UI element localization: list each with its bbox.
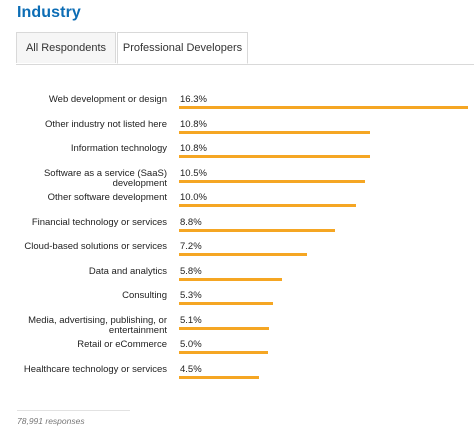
- value-label: 5.8%: [180, 265, 202, 277]
- footer-divider: [17, 410, 130, 411]
- tab-bar: All Respondents Professional Developers: [16, 32, 474, 65]
- value-label: 16.3%: [180, 94, 207, 105]
- value-label: 10.8%: [180, 143, 207, 154]
- value-label: 5.3%: [180, 290, 202, 301]
- tab-all-respondents[interactable]: All Respondents: [16, 32, 116, 63]
- category-label: Data and analytics: [88, 265, 167, 277]
- chart-title: Industry: [17, 4, 81, 21]
- value-label: 4.5%: [180, 363, 202, 375]
- category-label: Financial technology or services: [31, 216, 167, 228]
- category-label: Information technology: [70, 143, 167, 154]
- category-label: Retail or eCommerce: [77, 339, 167, 350]
- bar: [179, 130, 370, 134]
- bar: [179, 179, 365, 183]
- value-label: 5.0%: [180, 339, 202, 350]
- category-label: Media, advertising, publishing, or enter…: [28, 314, 167, 336]
- tab-professional-developers[interactable]: Professional Developers: [117, 32, 248, 64]
- category-label: Other industry not listed here: [45, 118, 167, 130]
- bar-chart: Web development or design 16.3% Other indu…: [23, 94, 468, 379]
- category-label: Healthcare technology or services: [23, 363, 167, 375]
- bar: [179, 326, 269, 330]
- bar: [179, 302, 273, 305]
- value-label: 5.1%: [180, 314, 202, 326]
- bar: [179, 375, 259, 379]
- value-label: 10.5%: [180, 167, 207, 179]
- bar: [179, 351, 268, 354]
- value-label: 7.2%: [180, 241, 202, 252]
- category-label: Software as a service (SaaS) development: [43, 167, 167, 189]
- bar: [179, 277, 282, 281]
- value-label: 8.8%: [180, 216, 202, 228]
- category-label: Consulting: [122, 290, 167, 301]
- bar: [179, 253, 307, 256]
- bar: [179, 204, 356, 207]
- value-label: 10.8%: [180, 118, 207, 130]
- category-label: Other software development: [47, 192, 167, 203]
- response-count: 78,991 responses: [17, 416, 85, 426]
- value-label: 10.0%: [180, 192, 207, 203]
- category-label: Cloud-based solutions or services: [24, 241, 167, 252]
- category-label: Web development or design: [48, 94, 167, 105]
- bar: [179, 228, 335, 232]
- bar: [179, 106, 468, 109]
- bar: [179, 155, 370, 158]
